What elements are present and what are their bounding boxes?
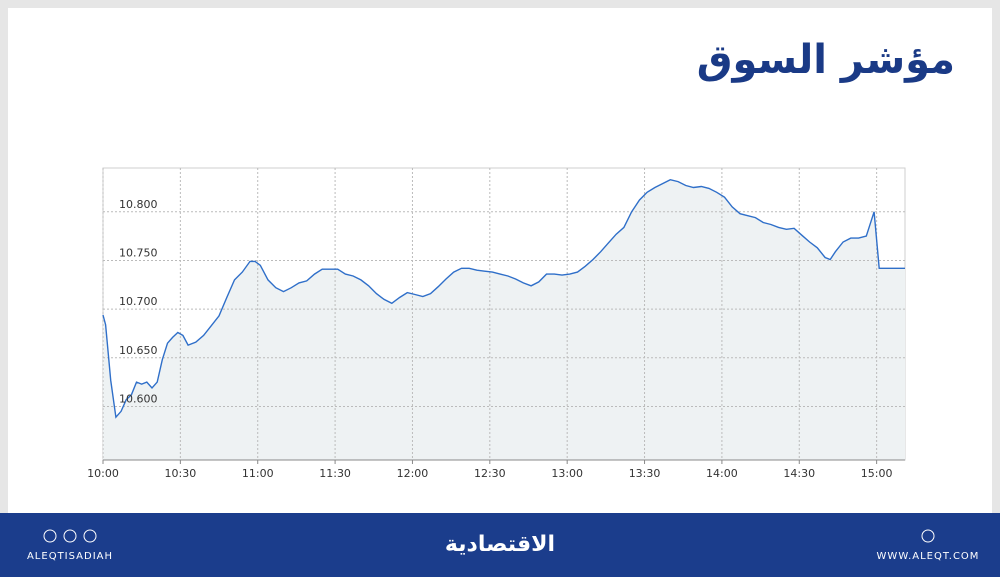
y-tick-label: 10.700 (119, 295, 158, 308)
social-icons (43, 529, 935, 543)
x-tick-label: 12:30 (474, 467, 506, 480)
area (103, 179, 905, 460)
x-tick-label: 12:00 (397, 467, 429, 480)
footer-site: WWW.ALEQT.COM (877, 551, 980, 562)
icon (43, 529, 57, 543)
x-tick-label: 15:00 (861, 467, 893, 480)
x-tick-label: 11:30 (319, 467, 351, 480)
chart-title: مؤشر السوق (697, 37, 955, 83)
icon (63, 529, 77, 543)
x-tick-label: 14:30 (783, 467, 815, 480)
x-tick-label: 11:00 (242, 467, 274, 480)
x-tick-label: 13:00 (551, 467, 583, 480)
footer-handle: ALEQTISADIAH (27, 551, 113, 562)
x-tick-label: 10:30 (165, 467, 197, 480)
y-tick-label: 10.750 (119, 246, 158, 259)
x-tick-label: 13:30 (629, 467, 661, 480)
y-tick-label: 10.600 (119, 392, 158, 405)
x-tick-label: 14:00 (706, 467, 738, 480)
icon (921, 529, 935, 543)
icon (83, 529, 97, 543)
y-tick-label: 10.650 (119, 344, 158, 357)
y-tick-label: 10.800 (119, 198, 158, 211)
line (102, 178, 905, 419)
footer-band (0, 513, 1000, 577)
footer-brand: الاقتصادية (445, 532, 555, 557)
x-tick-label: 10:00 (87, 467, 119, 480)
